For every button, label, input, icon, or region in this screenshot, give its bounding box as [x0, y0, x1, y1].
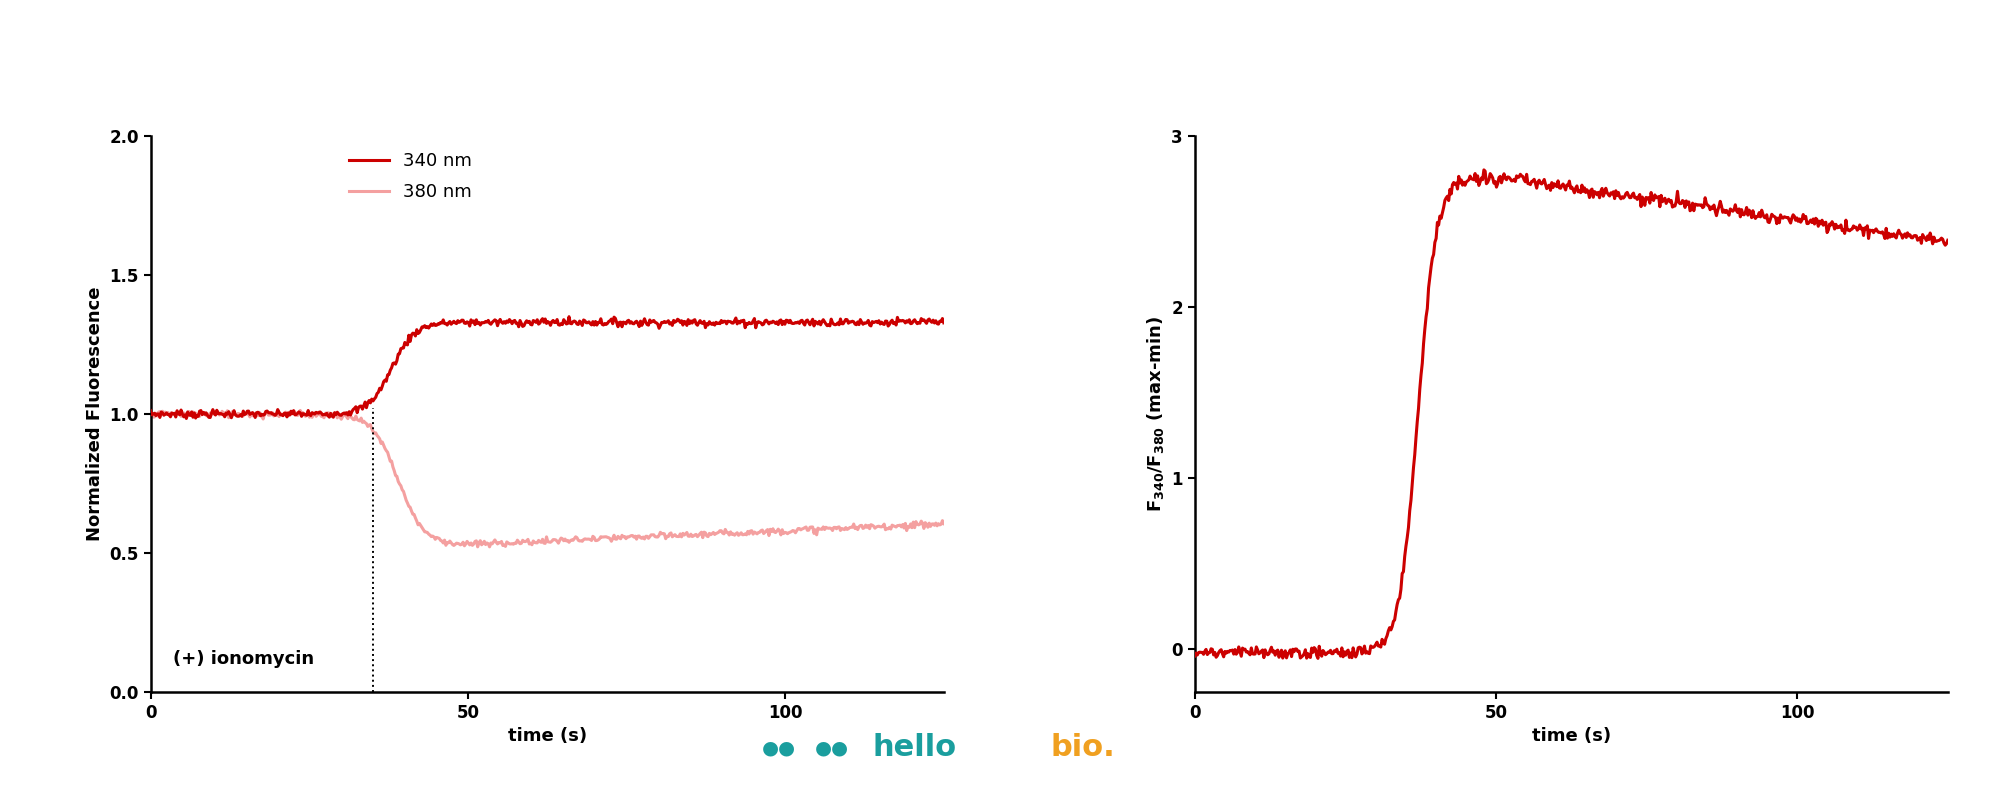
Y-axis label: Normalized Fluorescence: Normalized Fluorescence — [86, 286, 104, 542]
Text: bio.: bio. — [1050, 734, 1114, 762]
Text: (+) ionomycin: (+) ionomycin — [173, 650, 313, 668]
Text: hello: hello — [871, 734, 955, 762]
X-axis label: time (s): time (s) — [508, 727, 586, 746]
Text: ●●: ●● — [761, 738, 795, 758]
Legend: 340 nm, 380 nm: 340 nm, 380 nm — [341, 145, 480, 208]
Text: ●●: ●● — [815, 738, 849, 758]
Y-axis label: $\mathdefault{F_{340}/F_{380}}$ (max-min): $\mathdefault{F_{340}/F_{380}}$ (max-min… — [1144, 316, 1166, 512]
X-axis label: time (s): time (s) — [1531, 727, 1610, 746]
